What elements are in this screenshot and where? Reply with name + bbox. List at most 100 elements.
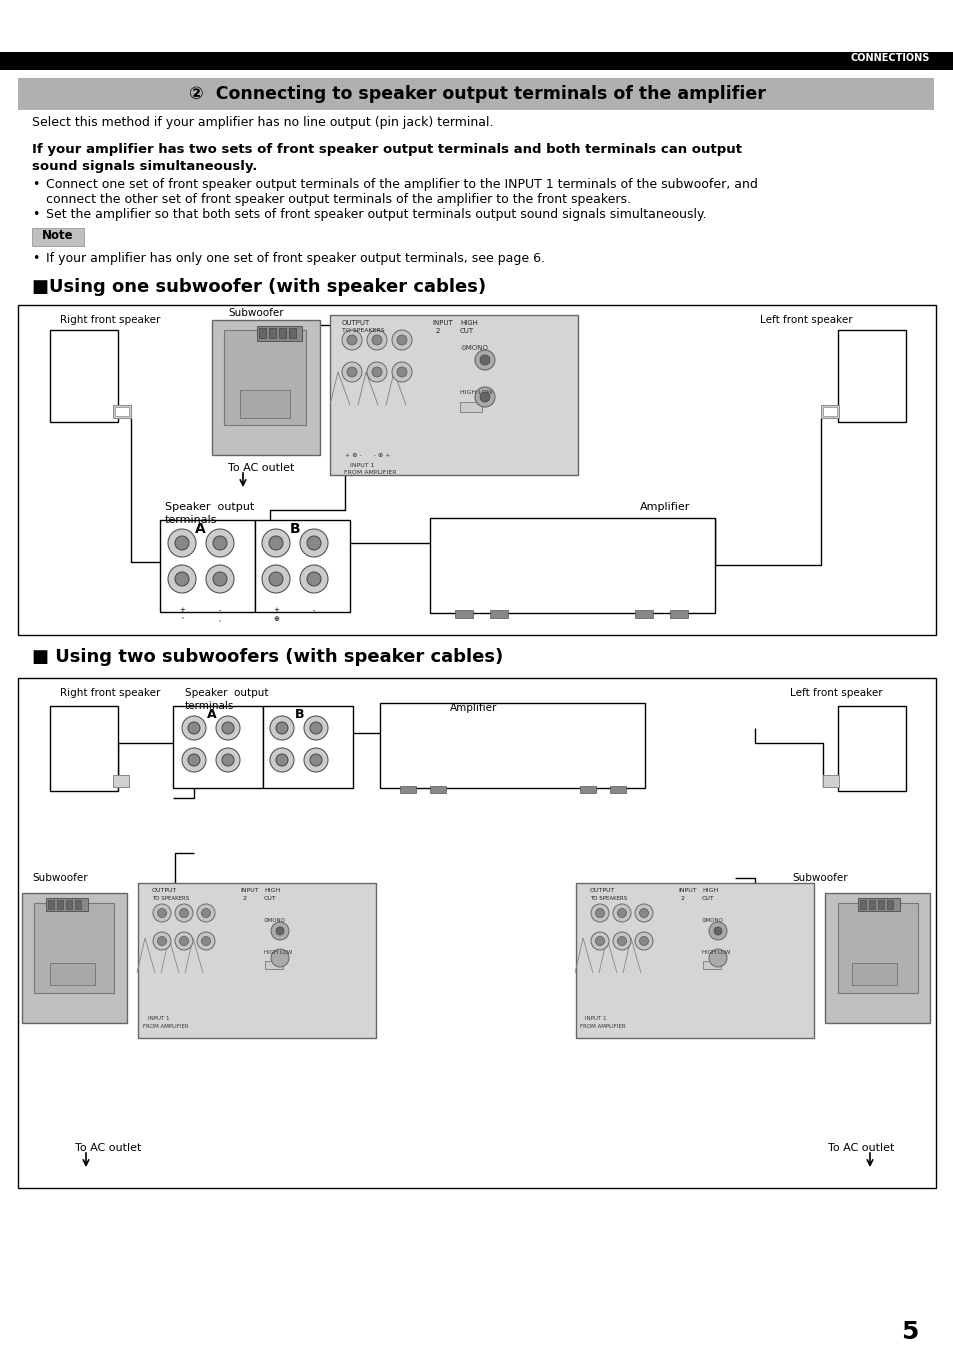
Bar [75, 900, 81, 909]
Circle shape [396, 336, 407, 345]
Text: sound signals simultaneously.: sound signals simultaneously. [32, 160, 257, 173]
Circle shape [213, 537, 227, 550]
Text: CUT: CUT [701, 896, 714, 900]
Bar [18, 678, 935, 1188]
Circle shape [201, 909, 211, 918]
Text: connect the other set of front speaker output terminals of the amplifier to the : connect the other set of front speaker o… [46, 193, 630, 206]
Text: To AC outlet: To AC outlet [228, 462, 294, 473]
Circle shape [179, 909, 189, 918]
Text: OUTPUT: OUTPUT [589, 888, 615, 892]
Bar [868, 900, 874, 909]
Circle shape [215, 716, 240, 740]
Text: ■Using one subwoofer (with speaker cables): ■Using one subwoofer (with speaker cable… [32, 278, 486, 297]
Circle shape [201, 937, 211, 945]
Text: Speaker  output
terminals: Speaker output terminals [165, 501, 254, 526]
Text: Left front speaker: Left front speaker [789, 687, 882, 698]
Text: + ⊕ -      - ⊕ +: + ⊕ - - ⊕ + [345, 453, 390, 458]
Bar [34, 903, 113, 993]
Text: 2: 2 [436, 328, 440, 334]
Circle shape [613, 905, 630, 922]
Circle shape [215, 748, 240, 772]
Circle shape [206, 565, 233, 593]
Text: Note: Note [42, 229, 73, 243]
Text: HIGH LOW: HIGH LOW [701, 950, 730, 954]
Bar [212, 319, 319, 456]
Text: ⊙MONO: ⊙MONO [701, 918, 723, 923]
Circle shape [269, 537, 283, 550]
Bar [459, 402, 481, 412]
Text: ': ' [181, 616, 183, 621]
Text: 2: 2 [243, 896, 247, 900]
Circle shape [304, 748, 328, 772]
Bar [115, 407, 129, 417]
Text: HIGH LOW: HIGH LOW [459, 390, 492, 395]
Bar [576, 883, 813, 1038]
Circle shape [307, 537, 320, 550]
Text: B: B [290, 522, 300, 537]
Circle shape [310, 754, 322, 766]
Bar [50, 330, 118, 422]
Text: INPUT 1: INPUT 1 [584, 1016, 606, 1020]
Bar [837, 330, 905, 422]
Circle shape [174, 931, 193, 950]
Bar [50, 706, 118, 791]
Bar [224, 330, 306, 425]
Circle shape [392, 363, 412, 381]
Bar [263, 706, 353, 789]
Circle shape [222, 754, 233, 766]
Circle shape [213, 572, 227, 586]
Text: B: B [294, 708, 304, 721]
Circle shape [152, 905, 171, 922]
Circle shape [304, 716, 328, 740]
Text: Right front speaker: Right front speaker [60, 687, 160, 698]
Circle shape [347, 336, 356, 345]
Bar [490, 611, 507, 617]
Circle shape [595, 909, 604, 918]
Circle shape [396, 367, 407, 377]
Circle shape [188, 723, 200, 735]
Text: +: + [179, 607, 185, 613]
Bar [278, 328, 286, 338]
Bar [46, 898, 88, 911]
Text: CONNECTIONS: CONNECTIONS [850, 53, 929, 63]
Circle shape [152, 931, 171, 950]
Bar [609, 786, 625, 793]
Bar [851, 962, 896, 985]
Text: If your amplifier has two sets of front speaker output terminals and both termin: If your amplifier has two sets of front … [32, 143, 741, 156]
Bar [258, 328, 266, 338]
Text: +: + [273, 607, 278, 613]
Circle shape [157, 909, 167, 918]
Circle shape [271, 922, 289, 940]
Text: ⊙MONO: ⊙MONO [459, 345, 487, 350]
Text: FROM AMPLIFIER: FROM AMPLIFIER [143, 1024, 189, 1029]
Circle shape [613, 931, 630, 950]
Circle shape [269, 572, 283, 586]
Circle shape [188, 754, 200, 766]
Circle shape [367, 363, 387, 381]
Bar [160, 520, 254, 612]
Text: •: • [32, 208, 39, 221]
Bar [138, 883, 375, 1038]
Text: •: • [32, 178, 39, 191]
Bar [0, 53, 953, 70]
Circle shape [595, 937, 604, 945]
Circle shape [271, 949, 289, 967]
Circle shape [174, 537, 189, 550]
Text: ②  Connecting to speaker output terminals of the amplifier: ② Connecting to speaker output terminals… [189, 85, 764, 102]
Text: Select this method if your amplifier has no line output (pin jack) terminal.: Select this method if your amplifier has… [32, 116, 493, 129]
Circle shape [182, 716, 206, 740]
Circle shape [222, 723, 233, 735]
Circle shape [617, 937, 626, 945]
Bar [399, 786, 416, 793]
Text: INPUT: INPUT [678, 888, 696, 892]
Circle shape [299, 565, 328, 593]
Circle shape [174, 905, 193, 922]
Bar [112, 404, 131, 418]
Text: INPUT: INPUT [432, 319, 453, 326]
Bar [269, 328, 275, 338]
Circle shape [196, 931, 214, 950]
Bar [455, 611, 473, 617]
Text: CUT: CUT [264, 896, 276, 900]
Text: OUTPUT: OUTPUT [341, 319, 370, 326]
Circle shape [347, 367, 356, 377]
